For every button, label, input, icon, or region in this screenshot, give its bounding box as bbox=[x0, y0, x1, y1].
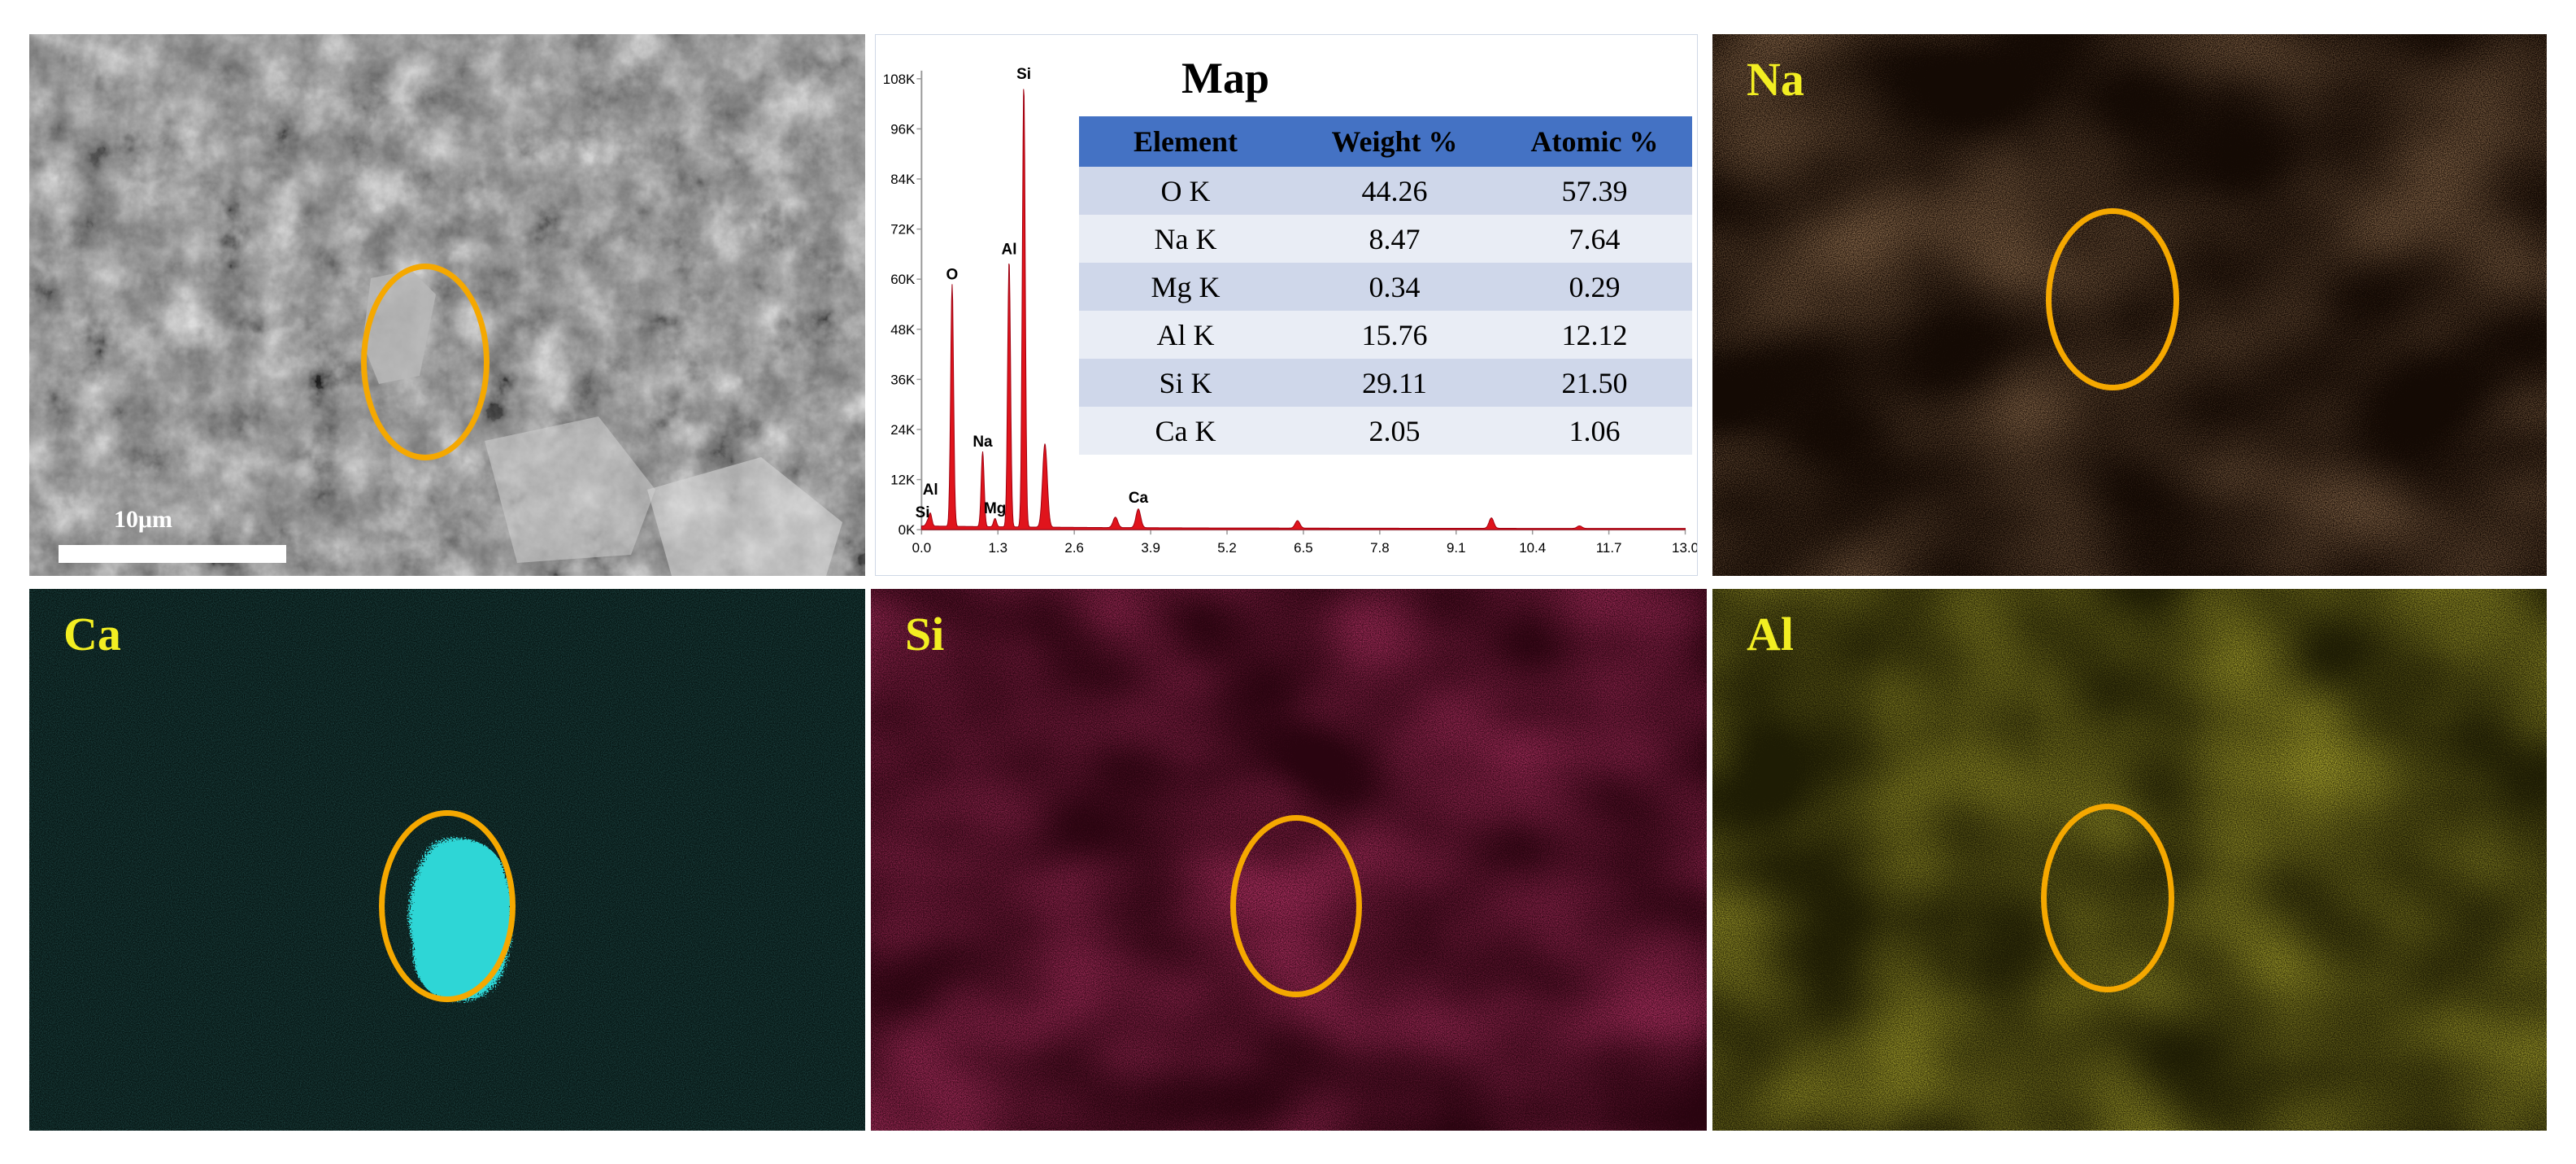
na-map-panel: Na bbox=[1712, 34, 2547, 576]
cell-atomic: 1.06 bbox=[1497, 407, 1692, 455]
y-tick-label: 72K bbox=[890, 222, 916, 238]
peak-label: Na bbox=[973, 434, 993, 451]
cell-atomic: 57.39 bbox=[1497, 167, 1692, 215]
y-tick-label: 48K bbox=[890, 322, 916, 338]
y-tick-label: 12K bbox=[890, 473, 916, 488]
y-tick-label: 24K bbox=[890, 422, 916, 438]
peak-label: Al bbox=[923, 482, 938, 499]
highlight-ellipse bbox=[2041, 804, 2174, 992]
cell-element: Na K bbox=[1079, 215, 1292, 263]
cell-element: O K bbox=[1079, 167, 1292, 215]
cell-weight: 8.47 bbox=[1292, 215, 1497, 263]
peak-label: Mg bbox=[984, 500, 1006, 517]
y-tick-label: 36K bbox=[890, 372, 916, 387]
scale-bar bbox=[59, 545, 286, 563]
ca-map-panel: Ca bbox=[29, 589, 865, 1131]
peak-label: Si bbox=[1016, 66, 1031, 83]
x-tick-label: 3.9 bbox=[1141, 540, 1160, 556]
peak-label: O bbox=[946, 267, 959, 284]
scale-bar-label: 10μm bbox=[114, 506, 172, 533]
al-map-panel: Al bbox=[1712, 589, 2547, 1131]
x-tick-label: 7.8 bbox=[1370, 540, 1390, 556]
table-row: Al K 15.76 12.12 bbox=[1079, 311, 1692, 359]
x-tick-label: 6.5 bbox=[1294, 540, 1313, 556]
x-tick-label: 13.0 bbox=[1672, 540, 1697, 556]
highlight-ellipse bbox=[379, 810, 516, 1002]
x-tick-label: 1.3 bbox=[988, 540, 1007, 556]
peak-label: Si bbox=[916, 504, 930, 521]
cell-weight: 2.05 bbox=[1292, 407, 1497, 455]
eds-spectrum-panel: 0K 12K 24K 36K 48K 60K 72K 84K 96K 108K 0.0 1.3 2.6 3… bbox=[875, 34, 1698, 576]
highlight-ellipse bbox=[2046, 208, 2179, 390]
y-tick-label: 96K bbox=[890, 121, 916, 137]
peak-label: Ca bbox=[1129, 490, 1149, 507]
element-label-ca: Ca bbox=[63, 608, 121, 660]
composition-table: Element Weight % Atomic % O K 44.26 57.3… bbox=[1079, 116, 1692, 455]
cell-element: Al K bbox=[1079, 311, 1292, 359]
x-tick-label: 9.1 bbox=[1447, 540, 1466, 556]
x-tick-label: 11.7 bbox=[1596, 540, 1622, 556]
cell-weight: 15.76 bbox=[1292, 311, 1497, 359]
element-label-na: Na bbox=[1747, 53, 1804, 106]
y-tick-label: 60K bbox=[890, 272, 916, 287]
cell-element: Si K bbox=[1079, 359, 1292, 407]
sem-micrograph-panel: 10μm bbox=[29, 34, 865, 576]
element-label-si: Si bbox=[905, 608, 945, 660]
header-element: Element bbox=[1079, 116, 1292, 167]
highlight-ellipse bbox=[361, 264, 490, 460]
cell-element: Mg K bbox=[1079, 263, 1292, 311]
header-weight: Weight % bbox=[1292, 116, 1497, 167]
y-tick-label: 108K bbox=[883, 72, 916, 87]
y-tick-label: 0K bbox=[899, 522, 916, 538]
table-row: Ca K 2.05 1.06 bbox=[1079, 407, 1692, 455]
x-tick-label: 10.4 bbox=[1519, 540, 1546, 556]
table-row: Na K 8.47 7.64 bbox=[1079, 215, 1692, 263]
cell-weight: 29.11 bbox=[1292, 359, 1497, 407]
eds-spectrum-chart: 0K 12K 24K 36K 48K 60K 72K 84K 96K 108K 0.0 1.3 2.6 3… bbox=[883, 66, 1697, 556]
table-row: O K 44.26 57.39 bbox=[1079, 167, 1692, 215]
table-row: Si K 29.11 21.50 bbox=[1079, 359, 1692, 407]
element-label-al: Al bbox=[1747, 608, 1794, 660]
peak-label: Al bbox=[1002, 242, 1017, 259]
map-title: Map bbox=[1181, 54, 1269, 102]
cell-atomic: 12.12 bbox=[1497, 311, 1692, 359]
composition-table-header: Element Weight % Atomic % bbox=[1079, 116, 1692, 167]
y-tick-label: 84K bbox=[890, 172, 916, 187]
cell-weight: 0.34 bbox=[1292, 263, 1497, 311]
cell-element: Ca K bbox=[1079, 407, 1292, 455]
table-row: Mg K 0.34 0.29 bbox=[1079, 263, 1692, 311]
x-tick-label: 5.2 bbox=[1217, 540, 1237, 556]
highlight-ellipse bbox=[1230, 815, 1362, 997]
x-tick-label: 2.6 bbox=[1064, 540, 1084, 556]
si-map-panel: Si bbox=[871, 589, 1707, 1131]
cell-atomic: 0.29 bbox=[1497, 263, 1692, 311]
header-atomic: Atomic % bbox=[1497, 116, 1692, 167]
spectrum-area bbox=[920, 89, 1686, 530]
cell-atomic: 21.50 bbox=[1497, 359, 1692, 407]
x-tick-label: 0.0 bbox=[912, 540, 932, 556]
ca-map-image bbox=[29, 589, 865, 1131]
cell-weight: 44.26 bbox=[1292, 167, 1497, 215]
cell-atomic: 7.64 bbox=[1497, 215, 1692, 263]
